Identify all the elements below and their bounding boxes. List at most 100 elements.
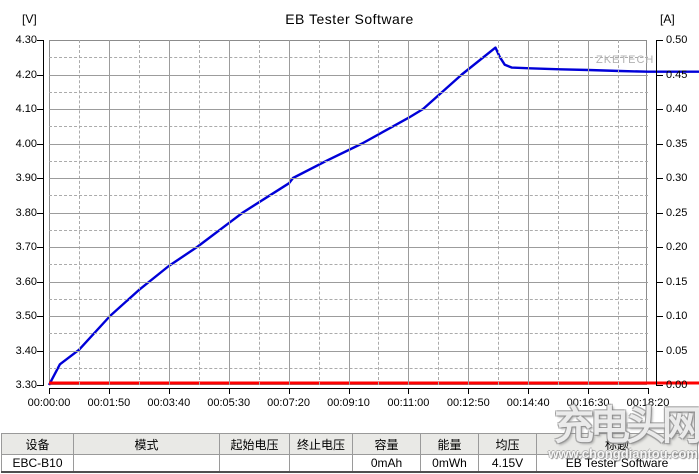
col-header-start-voltage: 起始电压: [219, 433, 290, 455]
left-axis-tick: [37, 178, 44, 179]
x-axis-tick-label: 00:03:40: [147, 397, 191, 409]
x-axis-tick: [348, 388, 350, 394]
x-axis-tick: [468, 388, 470, 394]
left-axis-tick-label: 4.20: [15, 68, 37, 81]
gridline-v-solid: [528, 40, 530, 385]
result-table-data-row: EBC-B10 0mAh 0mWh 4.15V EB Tester Softwa…: [1, 454, 698, 473]
x-axis-tick-label: 00:05:30: [207, 397, 251, 409]
chart-area: EB Tester Software [V] [A] ZKETECH 4.30 4…: [15, 11, 699, 409]
x-axis-tick: [408, 388, 410, 394]
cell-device: EBC-B10: [1, 454, 74, 473]
x-axis-tick-label: 00:01:50: [87, 397, 131, 409]
gridline-v-solid: [288, 40, 290, 385]
cell-mode: [73, 454, 220, 473]
right-axis-tick: [656, 385, 663, 386]
gridline-v-solid: [228, 40, 230, 385]
cell-end-voltage: [289, 454, 353, 473]
left-axis-tick-label: 4.10: [15, 103, 37, 115]
left-axis-tick-label: 3.70: [15, 241, 37, 253]
x-axis-tick-label: 00:12:50: [446, 397, 490, 409]
gridline-v-solid: [168, 40, 170, 385]
gridline-v-solid: [588, 40, 590, 385]
gridline-v-solid: [408, 40, 410, 385]
right-axis-tick: [656, 178, 663, 179]
right-axis-tick-label: 0.10: [666, 310, 688, 322]
left-axis-tick-label: 4.00: [15, 137, 37, 150]
right-axis-tick: [656, 316, 663, 317]
right-axis-tick: [656, 350, 663, 352]
x-axis-tick: [108, 388, 110, 394]
left-axis-tick: [37, 385, 44, 386]
col-header-capacity: 容量: [352, 433, 421, 455]
right-axis-tick: [656, 74, 663, 76]
right-axis-tick: [656, 40, 663, 41]
right-axis-unit-label: [A]: [660, 12, 675, 26]
cell-capacity: 0mAh: [352, 454, 421, 473]
left-axis-tick: [37, 74, 44, 76]
left-axis-tick-label: 3.30: [15, 379, 37, 391]
right-axis-tick-label: 0.05: [666, 344, 688, 357]
cell-energy: 0mWh: [420, 454, 479, 473]
right-axis-tick-label: 0.45: [666, 68, 688, 81]
right-axis-tick-label: 0.25: [666, 206, 688, 219]
col-header-title: 标题: [536, 433, 698, 455]
x-axis-tick-label: 00:18:20: [626, 397, 670, 409]
x-axis-tick: [648, 388, 649, 394]
left-axis-tick-label: 3.90: [15, 172, 37, 184]
gridline-v-solid: [108, 40, 110, 385]
right-axis-tick: [656, 281, 663, 283]
right-axis-tick: [656, 143, 663, 145]
gridline-v-solid: [468, 40, 470, 385]
x-axis-tick-label: 00:16:30: [566, 397, 610, 409]
right-axis-tick-label: 0.40: [666, 103, 688, 115]
cell-start-voltage: [219, 454, 290, 473]
gridline-v-solid: [348, 40, 350, 385]
left-axis-tick-label: 3.50: [15, 310, 37, 322]
col-header-mode: 模式: [73, 433, 220, 455]
cell-title: EB Tester Software: [536, 454, 698, 473]
left-axis-tick: [37, 143, 44, 145]
x-axis-tick-label: 00:00:00: [27, 397, 71, 409]
x-axis-tick: [49, 388, 50, 394]
left-axis-tick: [37, 247, 44, 248]
right-axis-tick: [656, 247, 663, 248]
result-table: 设备 模式 起始电压 终止电压 容量 能量 均压 标题 EBC-B10 0mAh…: [1, 433, 698, 473]
col-header-end-voltage: 终止电压: [289, 433, 353, 455]
cell-avg-voltage: 4.15V: [478, 454, 537, 473]
x-axis-tick-label: 00:09:10: [327, 397, 370, 409]
left-axis-tick-label: 3.60: [15, 275, 37, 288]
x-axis-tick-label: 00:14:40: [506, 397, 550, 409]
right-axis-tick-label: 0.00: [666, 379, 688, 391]
x-axis-tick: [288, 388, 290, 394]
right-axis-tick: [656, 109, 663, 110]
left-axis-unit-label: [V]: [22, 12, 37, 26]
right-axis-tick: [656, 212, 663, 214]
right-axis-tick-label: 0.15: [666, 275, 688, 288]
left-axis-tick-label: 4.30: [15, 34, 37, 46]
chart-title: EB Tester Software: [285, 11, 414, 27]
left-axis-tick: [37, 350, 44, 352]
left-axis-tick: [37, 281, 44, 283]
left-axis-tick: [37, 212, 44, 214]
right-axis-tick-label: 0.35: [666, 137, 688, 150]
x-axis-tick-label: 00:07:20: [267, 397, 310, 409]
right-axis-tick-label: 0.30: [666, 172, 688, 184]
x-axis-tick: [228, 388, 230, 394]
col-header-avg-voltage: 均压: [478, 433, 537, 455]
left-axis-tick: [37, 40, 44, 41]
zketech-watermark: ZKETECH: [596, 54, 655, 66]
right-axis-tick-label: 0.50: [666, 34, 688, 46]
col-header-device: 设备: [1, 433, 74, 455]
left-axis-tick: [37, 316, 44, 317]
left-axis-tick-label: 3.40: [15, 344, 37, 357]
right-axis-tick-label: 0.20: [666, 241, 688, 253]
x-axis-tick-label: 00:11:00: [387, 397, 430, 409]
x-axis-tick: [588, 388, 590, 394]
result-table-header-row: 设备 模式 起始电压 终止电压 容量 能量 均压 标题: [1, 433, 698, 455]
col-header-energy: 能量: [420, 433, 479, 455]
x-axis-tick: [168, 388, 170, 394]
x-axis-tick: [528, 388, 530, 394]
left-axis-tick: [37, 109, 44, 110]
left-axis-tick-label: 3.80: [15, 206, 37, 219]
